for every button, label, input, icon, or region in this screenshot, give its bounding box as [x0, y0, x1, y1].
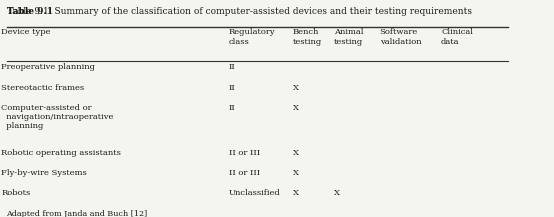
Text: Device type: Device type: [2, 28, 51, 36]
Text: Table 9.1: Table 9.1: [7, 7, 53, 16]
Text: Regulatory
class: Regulatory class: [229, 28, 275, 46]
Text: X: X: [293, 104, 299, 112]
Text: Animal
testing: Animal testing: [334, 28, 363, 46]
Text: II: II: [229, 63, 235, 71]
Text: X: X: [293, 149, 299, 157]
Text: X: X: [334, 189, 340, 197]
Text: Software
validation: Software validation: [379, 28, 422, 46]
Text: X: X: [293, 169, 299, 177]
Text: Stereotactic frames: Stereotactic frames: [2, 84, 85, 92]
Text: Bench
testing: Bench testing: [293, 28, 322, 46]
Text: Adapted from Janda and Buch [12]: Adapted from Janda and Buch [12]: [7, 210, 148, 217]
Text: Preoperative planning: Preoperative planning: [2, 63, 95, 71]
Text: II or III: II or III: [229, 169, 260, 177]
Text: Computer-assisted or
  navigation/intraoperative
  planning: Computer-assisted or navigation/intraope…: [2, 104, 114, 130]
Text: Unclassified: Unclassified: [229, 189, 281, 197]
Text: X: X: [293, 189, 299, 197]
Text: Clinical
data: Clinical data: [441, 28, 473, 46]
Text: Fly-by-wire Systems: Fly-by-wire Systems: [2, 169, 87, 177]
Text: II or III: II or III: [229, 149, 260, 157]
Text: II: II: [229, 84, 235, 92]
Text: II: II: [229, 104, 235, 112]
Text: X: X: [293, 84, 299, 92]
Text: Robots: Robots: [2, 189, 30, 197]
Text: Robotic operating assistants: Robotic operating assistants: [2, 149, 121, 157]
Text: Table 9.1  Summary of the classification of computer-assisted devices and their : Table 9.1 Summary of the classification …: [7, 7, 471, 16]
